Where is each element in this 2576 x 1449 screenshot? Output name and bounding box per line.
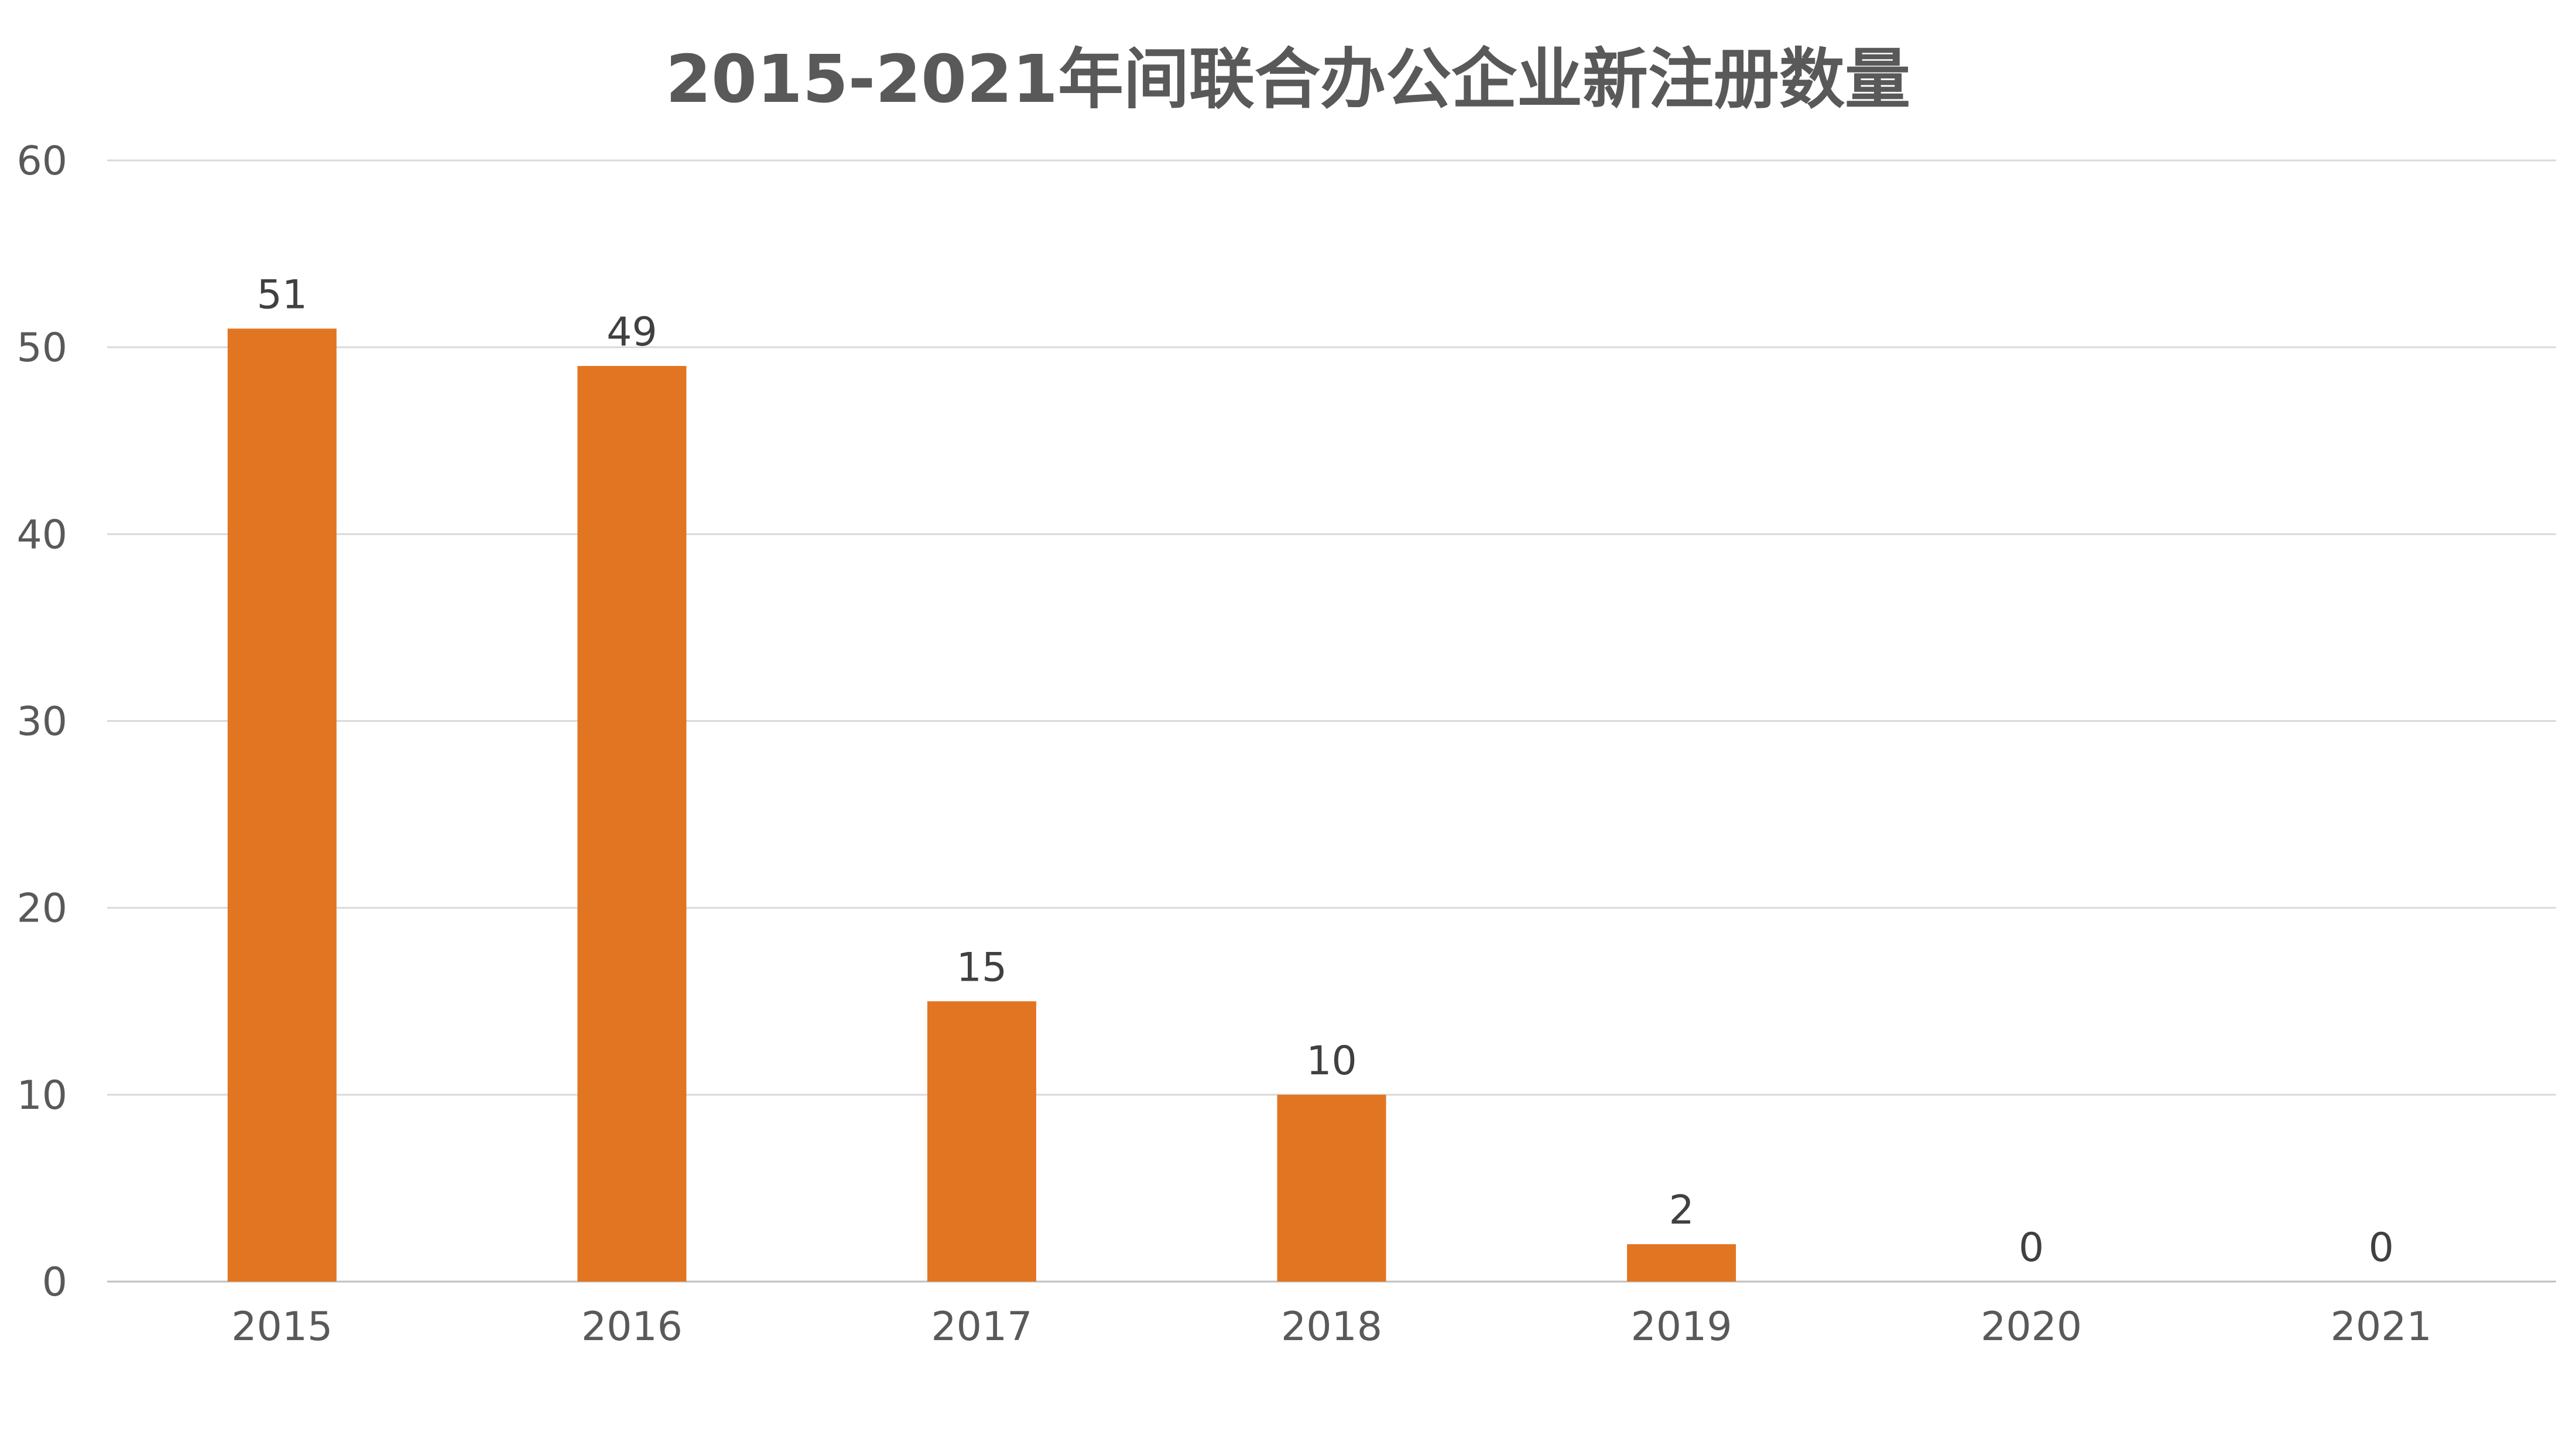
bar — [927, 1001, 1036, 1282]
bar — [577, 366, 687, 1282]
data-label: 0 — [2369, 1225, 2394, 1271]
y-tick-label: 10 — [16, 1073, 67, 1119]
data-label: 2 — [1669, 1187, 1694, 1234]
x-tick-label: 2021 — [2331, 1304, 2432, 1350]
x-tick-label: 2017 — [931, 1304, 1032, 1350]
y-tick-label: 60 — [16, 138, 67, 184]
bar — [1277, 1094, 1386, 1282]
bar — [227, 328, 337, 1282]
data-label: 51 — [257, 272, 308, 318]
data-label: 49 — [607, 309, 657, 355]
chart-title: 2015-2021年间联合办公企业新注册数量 — [666, 42, 1910, 118]
y-tick-label: 50 — [16, 325, 67, 371]
y-tick-label: 0 — [42, 1259, 67, 1306]
x-tick-label: 2018 — [1281, 1304, 1382, 1350]
x-tick-label: 2019 — [1631, 1304, 1732, 1350]
data-label: 15 — [957, 944, 1008, 991]
x-tick-label: 2020 — [1981, 1304, 2082, 1350]
data-label: 0 — [2019, 1225, 2044, 1271]
y-tick-label: 20 — [16, 886, 67, 932]
x-tick-label: 2016 — [581, 1304, 683, 1350]
bar — [1627, 1244, 1736, 1282]
data-label: 10 — [1306, 1038, 1357, 1084]
y-tick-label: 30 — [16, 699, 67, 745]
y-tick-label: 40 — [16, 512, 67, 558]
x-tick-label: 2015 — [231, 1304, 333, 1350]
